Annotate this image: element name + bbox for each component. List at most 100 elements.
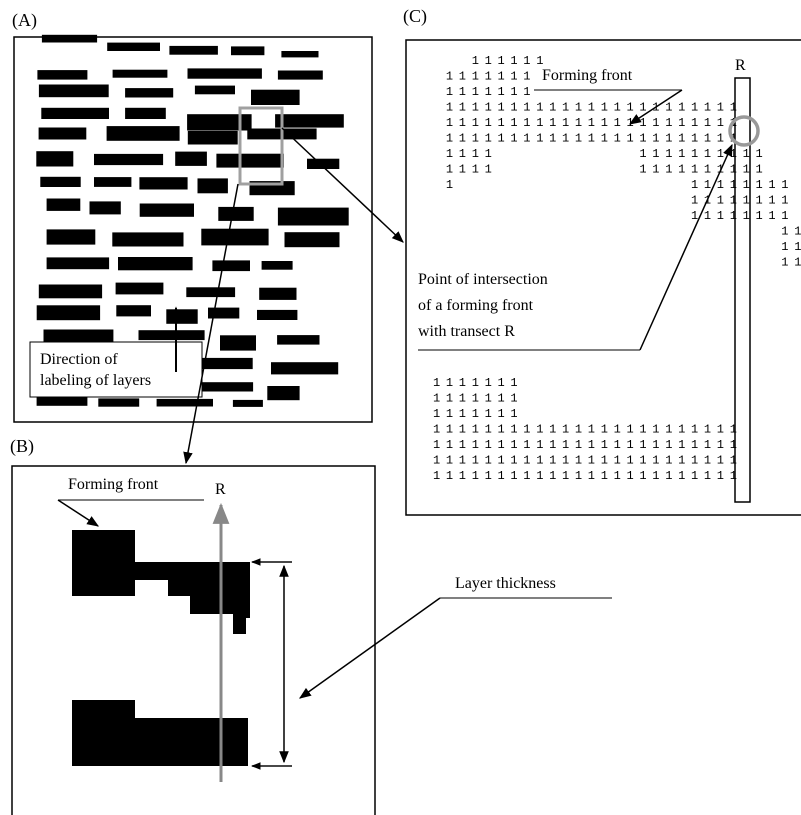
stripe-segment: [166, 309, 198, 324]
stripe-segment: [139, 203, 194, 217]
stripe-segment: [36, 305, 101, 321]
connector-to-c: [281, 127, 404, 243]
grid-cell-one: 1: [794, 240, 801, 254]
grid-cell-one: 1: [756, 147, 763, 161]
grid-cell-one: 1: [652, 469, 659, 483]
grid-cell-one: 1: [781, 178, 788, 192]
grid-cell-one: 1: [459, 407, 466, 421]
grid-cell-one: 1: [446, 423, 453, 437]
stripe-segment: [257, 309, 298, 320]
intersection-text-bg: [416, 262, 641, 350]
grid-cell-one: 1: [639, 423, 646, 437]
stripe-segment: [197, 178, 228, 194]
grid-cell-one: 1: [717, 194, 724, 208]
stripe-segment: [38, 84, 109, 98]
grid-cell-one: 1: [446, 147, 453, 161]
grid-cell-one: 1: [523, 469, 530, 483]
grid-cell-one: 1: [652, 438, 659, 452]
stripe-segment: [41, 107, 109, 119]
grid-cell-one: 1: [588, 101, 595, 115]
grid-cell-one: 1: [704, 163, 711, 177]
grid-cell-one: 1: [614, 132, 621, 146]
grid-cell-one: 1: [691, 101, 698, 115]
grid-cell-one: 1: [588, 423, 595, 437]
grid-cell-one: 1: [498, 116, 505, 130]
grid-cell-one: 1: [691, 116, 698, 130]
grid-cell-one: 1: [562, 438, 569, 452]
grid-cell-one: 1: [510, 101, 517, 115]
grid-cell-one: 1: [639, 101, 646, 115]
grid-cell-one: 1: [485, 376, 492, 390]
grid-cell-one: 1: [536, 54, 543, 68]
grid-cell-one: 1: [768, 194, 775, 208]
grid-cell-one: 1: [523, 438, 530, 452]
grid-cell-one: 1: [472, 132, 479, 146]
connector-to-b: [183, 183, 239, 465]
grid-cell-one: 1: [691, 438, 698, 452]
grid-cell-one: 1: [614, 454, 621, 468]
grid-cell-one: 1: [704, 423, 711, 437]
grid-cell-one: 1: [678, 423, 685, 437]
transect-column-c: [734, 77, 751, 503]
grid-cell-one: 1: [446, 407, 453, 421]
grid-cell-one: 1: [717, 101, 724, 115]
grid-cell-one: 1: [472, 163, 479, 177]
forming-front-arrow-c: [628, 89, 683, 125]
stripe-segment: [112, 232, 184, 247]
grid-cell-one: 1: [743, 147, 750, 161]
grid-cell-one: 1: [562, 101, 569, 115]
grid-cell-one: 1: [678, 469, 685, 483]
grid-cell-one: 1: [730, 454, 737, 468]
stripe-segment: [277, 207, 349, 226]
grid-cell-one: 1: [459, 85, 466, 99]
grid-cell-one: 1: [704, 454, 711, 468]
grid-cell-one: 1: [510, 423, 517, 437]
annotation-line-1: Direction of: [40, 351, 118, 368]
grid-cell-one: 1: [704, 101, 711, 115]
grid-cell-one: 1: [730, 194, 737, 208]
grid-cell-one: 1: [459, 116, 466, 130]
transect-label-c: R: [735, 57, 746, 74]
stripe-segment: [186, 287, 236, 298]
stripe-segment: [98, 398, 140, 407]
stripe-segment: [231, 46, 265, 56]
grid-cell-one: 1: [627, 469, 634, 483]
grid-cell-one: 1: [472, 407, 479, 421]
grid-cell-one: 1: [562, 469, 569, 483]
grid-cell-one: 1: [446, 85, 453, 99]
grid-cell-one: 1: [562, 454, 569, 468]
stripe-segment: [259, 287, 297, 300]
grid-cell-one: 1: [523, 132, 530, 146]
grid-cell-one: 1: [523, 454, 530, 468]
stripe-segment: [277, 70, 323, 80]
grid-cell-one: 1: [781, 240, 788, 254]
stripe-segment: [208, 307, 240, 319]
grid-cell-one: 1: [536, 132, 543, 146]
stripe-segment: [125, 107, 166, 119]
grid-cell-one: 1: [691, 163, 698, 177]
grid-cell-one: 1: [510, 70, 517, 84]
grid-cell-one: 1: [433, 376, 440, 390]
stripe-segment: [156, 398, 213, 407]
grid-cell-one: 1: [523, 116, 530, 130]
stripe-segment: [139, 177, 188, 190]
grid-cell-one: 1: [678, 163, 685, 177]
grid-cell-one: 1: [472, 147, 479, 161]
grid-cell-one: 1: [652, 454, 659, 468]
grid-cell-one: 1: [433, 438, 440, 452]
grid-cell-one: 1: [588, 132, 595, 146]
grid-cell-one: 1: [730, 163, 737, 177]
layer-thickness-arrow: [299, 597, 441, 699]
grid-cell-one: 1: [536, 423, 543, 437]
grid-cell-one: 1: [601, 132, 608, 146]
grid-cell-one: 1: [691, 423, 698, 437]
grid-cell-one: 1: [717, 209, 724, 223]
grid-cell-one: 1: [652, 116, 659, 130]
grid-cell-one: 1: [459, 454, 466, 468]
grid-cell-one: 1: [485, 70, 492, 84]
grid-cell-one: 1: [730, 101, 737, 115]
grid-cell-one: 1: [446, 376, 453, 390]
grid-cell-one: 1: [691, 469, 698, 483]
stripe-segment: [271, 362, 339, 375]
